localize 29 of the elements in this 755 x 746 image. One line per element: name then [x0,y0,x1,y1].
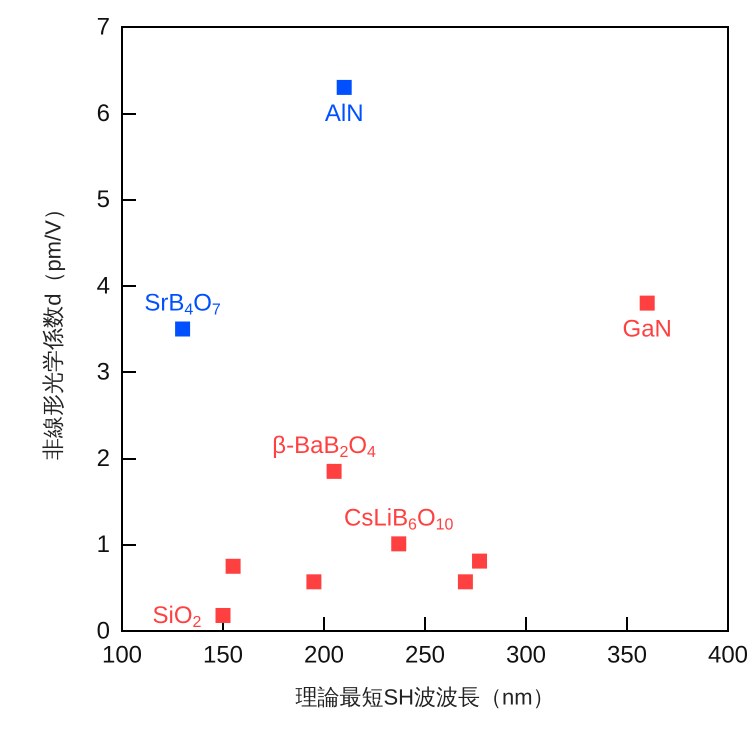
y-axis-title: 非線形光学係数d（pm/V） [40,198,66,460]
point [640,296,655,311]
point [326,464,342,479]
y-tick-label: 1 [96,531,110,558]
point [306,574,322,590]
y-tick-label: 5 [96,186,110,214]
x-tick-label: 300 [506,642,546,668]
y-tick-label: 3 [96,358,110,386]
point [391,536,406,552]
y-tick-label: 0 [96,618,110,644]
annotation: AlN [324,100,364,127]
y-tick-label: 7 [96,14,110,40]
x-tick-label: 200 [304,642,344,668]
y-tick-label: 6 [96,100,110,127]
point [175,322,190,336]
x-tick-label: 100 [102,642,142,668]
point [226,558,241,574]
y-tick-label: 4 [96,272,110,300]
point [458,574,473,590]
y-tick-label: 2 [96,444,110,472]
x-tick-label: 400 [708,642,748,668]
point [216,608,230,623]
point [336,80,352,95]
x-tick-label: 150 [202,642,244,668]
annotation: GaN [622,316,672,343]
point [472,554,488,569]
x-axis-title: 理論最短SH波波長（nm） [295,684,555,710]
x-tick-label: 350 [606,642,648,668]
x-tick-label: 250 [404,642,446,668]
